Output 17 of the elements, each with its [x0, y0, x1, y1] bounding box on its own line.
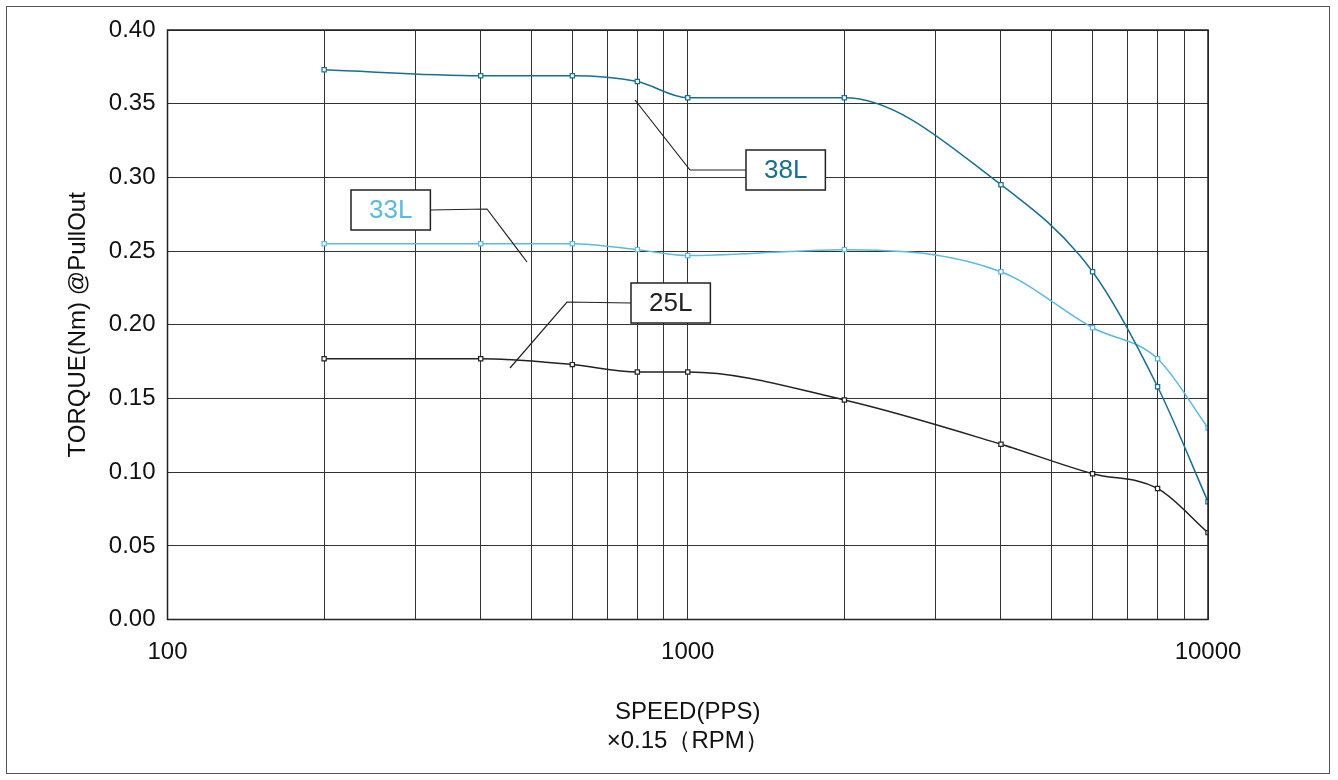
text: 38L	[763, 154, 808, 185]
y-tick-label: 0.25	[108, 235, 156, 263]
y-tick-label: 0.05	[108, 530, 156, 558]
y-axis-title: TORQUE(Nm) @PullOut	[63, 191, 91, 458]
y-tick-label: 0.10	[108, 456, 156, 484]
y-tick-label: 0.35	[108, 88, 156, 116]
x-tick-label: 1000	[661, 636, 715, 664]
text: 25L	[648, 287, 693, 318]
series-label: 33L	[368, 194, 413, 225]
x-tick-label: 10000	[1174, 636, 1242, 664]
y-tick-label: 0.30	[108, 162, 156, 190]
y-tick-label: 0.15	[108, 383, 156, 411]
x-tick-label: 100	[147, 636, 188, 664]
y-tick-label: 0.00	[108, 604, 156, 632]
y-tick-label: 0.40	[108, 14, 156, 42]
y-tick-label: 0.20	[108, 309, 156, 337]
x-axis-title: SPEED(PPS) ×0.15（RPM）	[606, 697, 769, 754]
